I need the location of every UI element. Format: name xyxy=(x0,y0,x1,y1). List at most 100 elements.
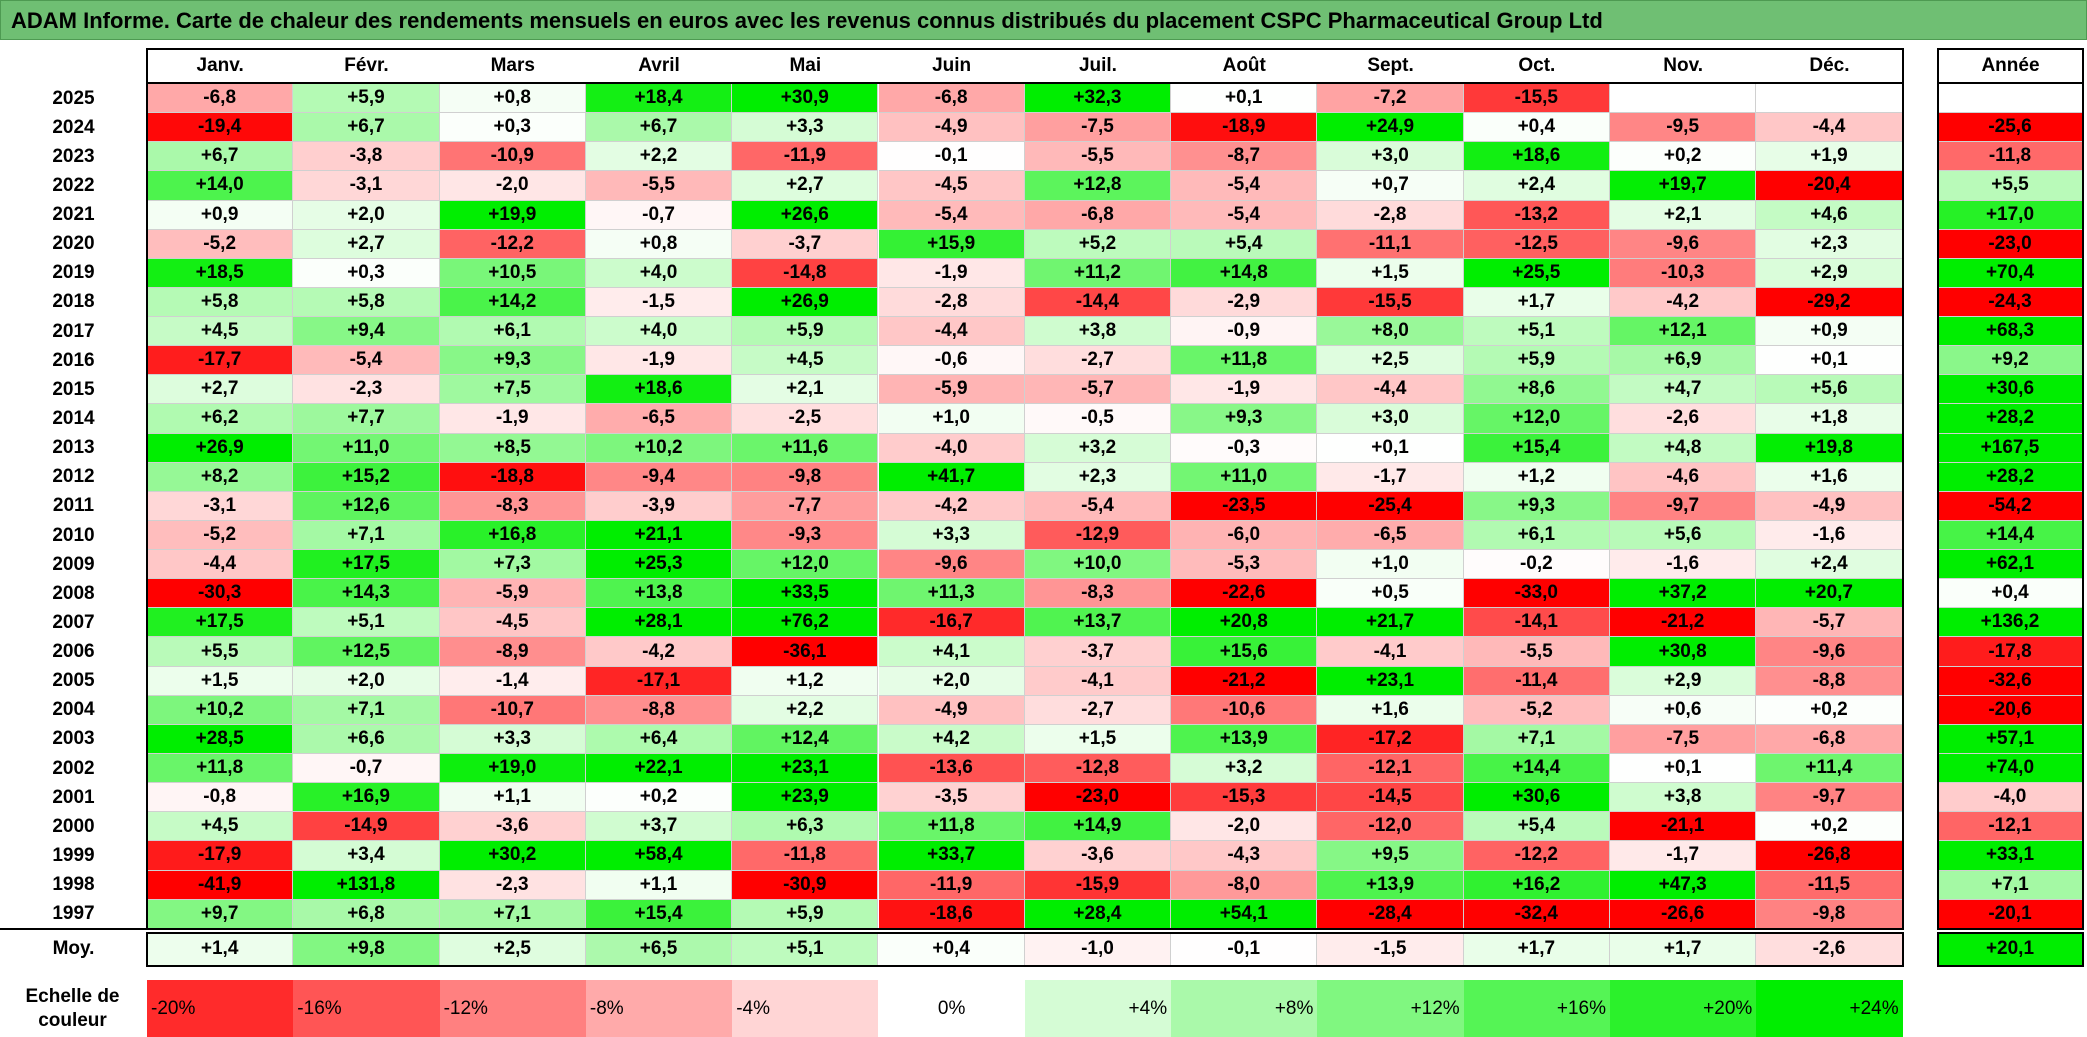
heatmap-cell: -3,7 xyxy=(732,229,879,259)
heatmap-cell: +7,1 xyxy=(1463,724,1610,754)
heatmap-cell: -32,4 xyxy=(1463,899,1610,929)
heatmap-cell: -5,4 xyxy=(293,346,440,376)
heatmap-cell: +7,7 xyxy=(293,404,440,434)
row-year-label: 2014 xyxy=(52,407,95,429)
heatmap-cell: +12,0 xyxy=(1463,404,1610,434)
heatmap-cell: +1,6 xyxy=(1756,462,1903,492)
heatmap-cell: +3,3 xyxy=(878,520,1025,551)
heatmap-cell: -0,1 xyxy=(878,142,1025,172)
heatmap-cell: +4,5 xyxy=(732,346,879,376)
heatmap-cell: +0,3 xyxy=(293,258,440,288)
heatmap-cell: +13,9 xyxy=(1171,724,1318,754)
heatmap-cell: +2,1 xyxy=(1610,200,1757,230)
heatmap-cell: -2,5 xyxy=(732,404,879,434)
heatmap-cell: -9,6 xyxy=(1610,229,1757,259)
heatmap-cell: -8,8 xyxy=(1756,666,1903,696)
heatmap-cell: +0,7 xyxy=(1317,171,1464,201)
heatmap-cell: +10,0 xyxy=(1024,550,1172,580)
heatmap-cell: +21,7 xyxy=(1317,608,1464,638)
heatmap-cell: +131,8 xyxy=(293,870,440,900)
heatmap-cell: -4,3 xyxy=(1171,841,1318,871)
color-scale-swatch: -16% xyxy=(293,980,440,1037)
heatmap-cell: +4,7 xyxy=(1610,375,1757,405)
average-cell: +1,4 xyxy=(147,932,294,966)
heatmap-cell: -19,4 xyxy=(147,113,294,143)
average-cell: +5,1 xyxy=(732,932,879,966)
heatmap-cell: +26,9 xyxy=(147,433,294,463)
heatmap-cell: +1,1 xyxy=(585,870,733,900)
heatmap-cell: +17,5 xyxy=(293,550,440,580)
heatmap-cell: +12,1 xyxy=(1610,317,1757,347)
row-year-label: 2008 xyxy=(52,582,95,604)
heatmap-cell: +17,5 xyxy=(147,608,294,638)
heatmap-cell: +3,2 xyxy=(1024,433,1172,463)
heatmap-cell: +21,1 xyxy=(585,520,733,551)
year-total-header: Année xyxy=(1981,55,2040,76)
heatmap-cell: +2,7 xyxy=(732,171,879,201)
heatmap-cell: -4,1 xyxy=(1317,637,1464,667)
heatmap-cell: -5,5 xyxy=(1463,637,1610,667)
heatmap-cell: +5,9 xyxy=(732,317,879,347)
annual-cell: -25,6 xyxy=(1938,113,2083,143)
heatmap-cell: +6,7 xyxy=(147,142,294,172)
row-year-label: 2005 xyxy=(52,670,95,692)
heatmap-cell: +1,8 xyxy=(1756,404,1903,434)
month-header: Août xyxy=(1222,55,1266,76)
annual-cell: +5,5 xyxy=(1938,171,2083,201)
chart-title: ADAM Informe. Carte de chaleur des rende… xyxy=(11,8,1603,33)
month-header: Sept. xyxy=(1367,55,1414,76)
heatmap-cell: +14,0 xyxy=(147,171,294,201)
heatmap-cell: +2,9 xyxy=(1756,258,1903,288)
heatmap-cell: -41,9 xyxy=(147,870,294,900)
heatmap-cell: +15,2 xyxy=(293,462,440,492)
heatmap-cell: -5,7 xyxy=(1756,608,1903,638)
heatmap-cell: +16,9 xyxy=(293,783,440,813)
heatmap-cell xyxy=(1756,84,1903,114)
heatmap-cell: +15,4 xyxy=(1463,433,1610,463)
heatmap-cell: +5,6 xyxy=(1610,520,1757,551)
heatmap-cell: -6,8 xyxy=(878,84,1025,114)
heatmap-cell: -3,6 xyxy=(439,812,586,842)
average-cell: +1,7 xyxy=(1463,932,1610,966)
heatmap-cell: -11,5 xyxy=(1756,870,1903,900)
heatmap-cell: +0,4 xyxy=(1463,113,1610,143)
heatmap-cell: -3,7 xyxy=(1024,637,1172,667)
heatmap-cell: -6,8 xyxy=(1756,724,1903,754)
heatmap-cell: +6,7 xyxy=(293,113,440,143)
heatmap-cell: -4,4 xyxy=(1317,375,1464,405)
heatmap-cell: +1,2 xyxy=(732,666,879,696)
heatmap-cell: +26,9 xyxy=(732,287,879,318)
heatmap-cell: -12,2 xyxy=(1463,841,1610,871)
average-cell: +0,4 xyxy=(878,932,1025,966)
heatmap-cell: -25,4 xyxy=(1317,491,1464,521)
header-divider xyxy=(147,82,1903,84)
heatmap-cell: +1,1 xyxy=(439,783,586,813)
heatmap-cell: +3,0 xyxy=(1317,142,1464,172)
heatmap-cell: +58,4 xyxy=(585,841,733,871)
heatmap-cell: -4,5 xyxy=(439,608,586,638)
row-year-label: 2009 xyxy=(52,553,95,575)
annual-cell: +70,4 xyxy=(1938,258,2083,288)
heatmap-cell: +8,6 xyxy=(1463,375,1610,405)
annual-cell: -12,1 xyxy=(1938,812,2083,842)
heatmap-cell: +4,0 xyxy=(585,258,733,288)
heatmap-cell: -9,7 xyxy=(1756,783,1903,813)
color-scale-swatch: +24% xyxy=(1756,980,1903,1037)
heatmap-cell: +12,0 xyxy=(732,550,879,580)
color-scale-swatch: +16% xyxy=(1463,980,1610,1037)
heatmap-cell: -6,5 xyxy=(585,404,733,434)
heatmap-cell: +0,6 xyxy=(1610,695,1757,725)
average-annual-cell: +20,1 xyxy=(1938,932,2083,966)
heatmap-cell: -28,4 xyxy=(1317,899,1464,929)
month-header: Avril xyxy=(638,55,680,76)
heatmap-cell: +11,8 xyxy=(1171,346,1318,376)
heatmap-cell: +14,2 xyxy=(439,287,586,318)
heatmap-cell: +19,9 xyxy=(439,200,586,230)
heatmap-cell: +15,4 xyxy=(585,899,733,929)
heatmap-cell: -9,3 xyxy=(732,520,879,551)
heatmap-cell: +0,2 xyxy=(1756,812,1903,842)
heatmap-cell: +5,8 xyxy=(293,287,440,318)
heatmap-cell: +16,8 xyxy=(439,520,586,551)
heatmap-cell: -5,3 xyxy=(1171,550,1318,580)
heatmap-cell: +0,2 xyxy=(1756,695,1903,725)
